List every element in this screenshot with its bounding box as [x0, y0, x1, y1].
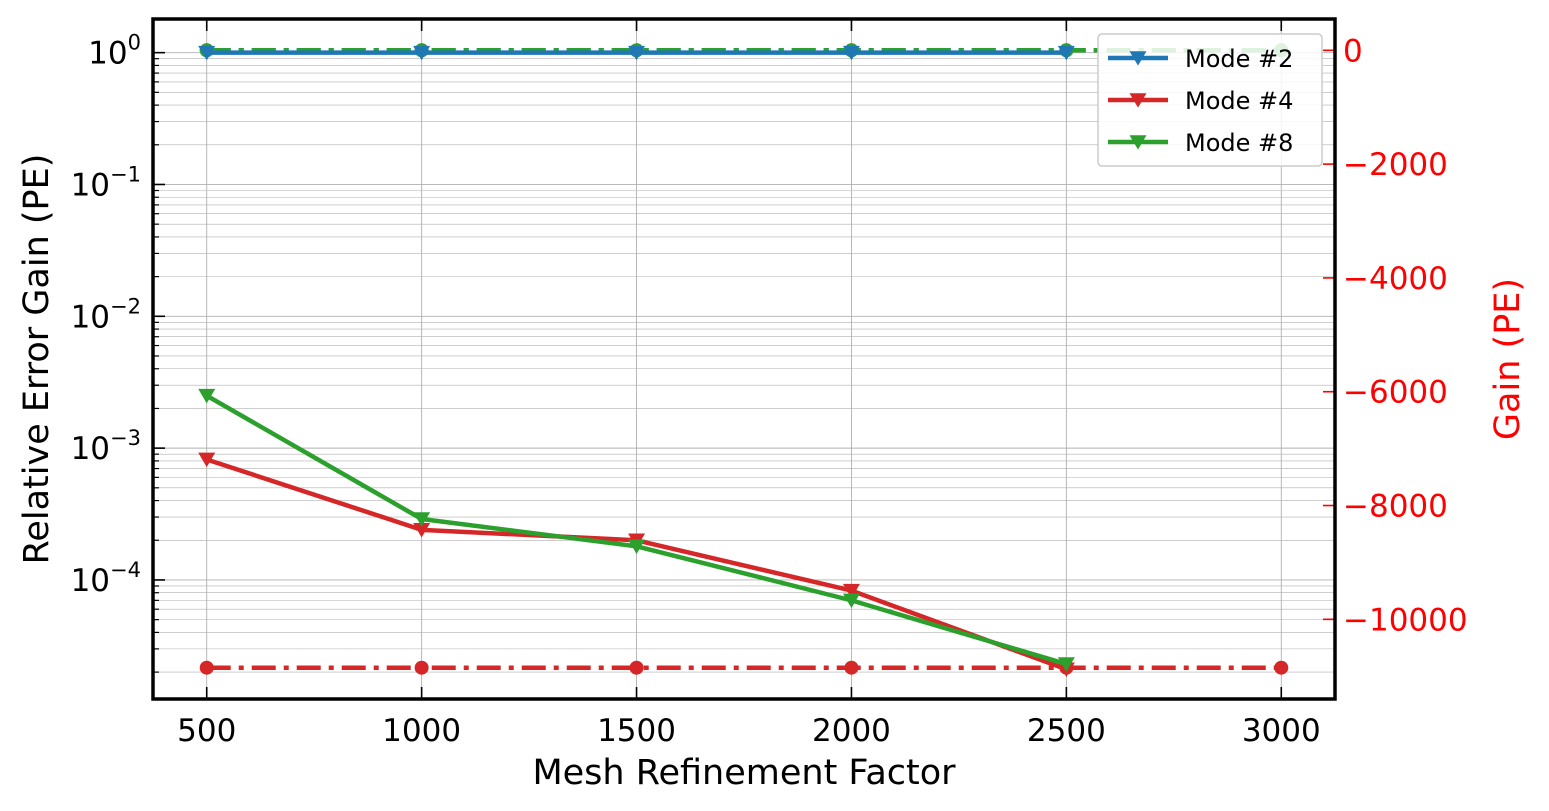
- data-point: [1057, 657, 1075, 672]
- data-point: [842, 45, 860, 61]
- series-layer: [198, 43, 1289, 677]
- legend-label: Mode #8: [1185, 129, 1293, 157]
- x-axis-title: Mesh Refinement Factor: [532, 753, 956, 793]
- grid: [153, 19, 1335, 699]
- left-y-tick-label: 100: [88, 31, 141, 72]
- left-y-tick-label: 10−1: [71, 162, 141, 203]
- data-point: [629, 660, 644, 675]
- series-5: [199, 660, 1289, 675]
- legend-item: Mode #2: [1108, 45, 1293, 73]
- series-2: [198, 388, 1075, 672]
- tick-exponent: −1: [110, 162, 141, 186]
- legend-label: Mode #2: [1185, 45, 1293, 73]
- legend-marker: [1129, 93, 1147, 108]
- right-y-tick-label: −4000: [1343, 261, 1448, 297]
- x-tick-label: 2500: [1027, 713, 1106, 749]
- right-y-tick-label: −6000: [1343, 375, 1448, 411]
- series-0: [198, 45, 1075, 61]
- data-point: [842, 583, 860, 599]
- x-tick-label: 1500: [597, 713, 676, 749]
- x-tick-label: 500: [177, 713, 236, 749]
- x-tick-label: 3000: [1242, 713, 1321, 749]
- tick-base: 10: [71, 299, 110, 335]
- tick-base: 10: [71, 167, 110, 203]
- x-tick-labels: 500 1000 1500 2000 2500 3000: [177, 713, 1321, 749]
- tick-base: 10: [88, 36, 127, 72]
- data-point: [414, 660, 429, 675]
- right-y-axis-title: Gain (PE): [1488, 278, 1528, 440]
- data-point: [413, 45, 431, 61]
- plot-frame: [151, 17, 1337, 701]
- data-point: [628, 539, 646, 554]
- legend-box: [1097, 33, 1323, 167]
- tick-exponent: −4: [110, 558, 141, 582]
- right-y-tick-label: −10000: [1343, 602, 1468, 638]
- left-y-tick-label: 10−3: [71, 426, 141, 467]
- data-point: [628, 45, 646, 61]
- data-point: [844, 660, 859, 675]
- x-tick-label: 1000: [382, 713, 461, 749]
- tick-exponent: −3: [110, 426, 141, 450]
- legend: Mode #2 Mode #4 Mode #8: [1097, 33, 1323, 167]
- left-y-tick-label: 10−2: [71, 294, 141, 335]
- data-point: [198, 452, 216, 468]
- tick-base: 10: [71, 431, 110, 467]
- data-point: [198, 45, 216, 61]
- data-point: [413, 523, 431, 538]
- x-tick-label: 2000: [812, 713, 891, 749]
- tick-exponent: 0: [128, 31, 141, 55]
- data-point: [413, 512, 431, 527]
- data-point: [199, 660, 214, 675]
- legend-label: Mode #4: [1185, 87, 1293, 115]
- data-point: [1274, 660, 1289, 675]
- legend-item: Mode #4: [1108, 87, 1293, 115]
- right-y-tick-label: −8000: [1343, 489, 1448, 525]
- left-y-tick-label: 10−4: [71, 558, 141, 599]
- right-y-tick-labels: 0 −2000 −4000 −6000 −8000 −10000: [1343, 33, 1468, 638]
- data-point: [198, 388, 216, 404]
- legend-item: Mode #8: [1108, 129, 1293, 157]
- right-y-tick-label: −2000: [1343, 147, 1448, 183]
- major-ticks: [153, 19, 1335, 699]
- tick-base: 10: [71, 563, 110, 599]
- tick-exponent: −2: [110, 294, 141, 318]
- left-y-axis-title: Relative Error Gain (PE): [17, 154, 57, 565]
- data-point: [842, 593, 860, 609]
- legend-marker: [1129, 135, 1147, 150]
- data-point: [1057, 45, 1075, 61]
- right-y-tick-label: 0: [1343, 33, 1363, 69]
- legend-marker: [1129, 51, 1147, 66]
